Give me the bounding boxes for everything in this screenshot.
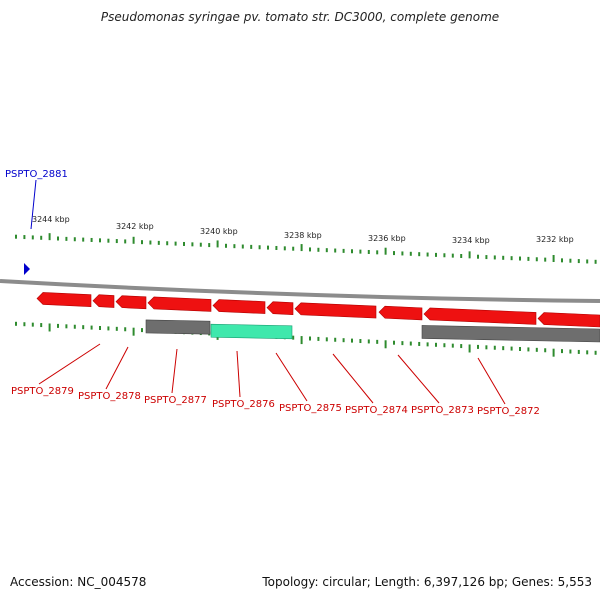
label-leader-lines [38, 343, 506, 405]
leader-line [171, 348, 178, 394]
scale-label: 3240 kbp [200, 227, 238, 236]
genome-backbone [0, 279, 600, 303]
gene-label[interactable]: PSPTO_2879 [11, 386, 74, 397]
gene-label-group: PSPTO_2879 PSPTO_2878 PSPTO_2877 PSPTO_2876… [11, 386, 540, 417]
gene-arrow [294, 302, 377, 319]
gene-label[interactable]: PSPTO_2873 [411, 405, 474, 416]
leader-line [38, 343, 101, 385]
scale-label: 3244 kbp [32, 215, 70, 224]
gene-bar [421, 325, 600, 343]
scale-label: 3236 kbp [368, 234, 406, 243]
leader-line [105, 346, 129, 390]
gene-label[interactable]: PSPTO_2876 [212, 399, 275, 410]
marker-group: PSPTO_2881 [5, 169, 68, 275]
genome-stats-text: Topology: circular; Length: 6,397,126 bp… [262, 575, 592, 589]
gene-arrow [266, 301, 294, 316]
leader-line [397, 354, 440, 404]
gene-arrow [115, 295, 147, 310]
gene-label[interactable]: PSPTO_2875 [279, 403, 342, 414]
gene-label[interactable]: PSPTO_2877 [144, 395, 207, 406]
gene-bar-highlight [210, 323, 293, 340]
gene-arrow [36, 292, 92, 307]
scale-label: 3232 kbp [536, 235, 574, 244]
gene-track [36, 292, 600, 343]
gene-arrow [147, 296, 212, 312]
scale-label: 3242 kbp [116, 222, 154, 231]
gene-arrow [92, 294, 115, 308]
scale-label: 3238 kbp [284, 231, 322, 240]
gene-label[interactable]: PSPTO_2878 [78, 391, 141, 402]
leader-line [236, 350, 241, 398]
gene-arrow [378, 305, 423, 321]
gene-label[interactable]: PSPTO_2872 [477, 406, 540, 417]
gene-label[interactable]: PSPTO_2874 [345, 405, 408, 416]
marker-leader-line [30, 179, 37, 230]
gene-arrow [423, 307, 537, 325]
scale-label-group: 3244 kbp 3242 kbp 3240 kbp 3238 kbp 3236 kbp… [32, 215, 574, 245]
leader-line [477, 357, 506, 405]
gene-arrow [212, 299, 266, 314]
marker-label[interactable]: PSPTO_2881 [5, 169, 68, 180]
leader-line [275, 352, 308, 402]
gene-bar [145, 319, 211, 335]
leader-line [332, 353, 374, 404]
genome-title: Pseudomonas syringae pv. tomato str. DC3… [100, 10, 500, 24]
outer-tick-track [15, 233, 597, 264]
blue-triangle-icon[interactable] [24, 263, 30, 275]
accession-text: Accession: NC_004578 [10, 575, 147, 589]
gene-arrow [537, 312, 600, 328]
scale-label: 3234 kbp [452, 236, 490, 245]
